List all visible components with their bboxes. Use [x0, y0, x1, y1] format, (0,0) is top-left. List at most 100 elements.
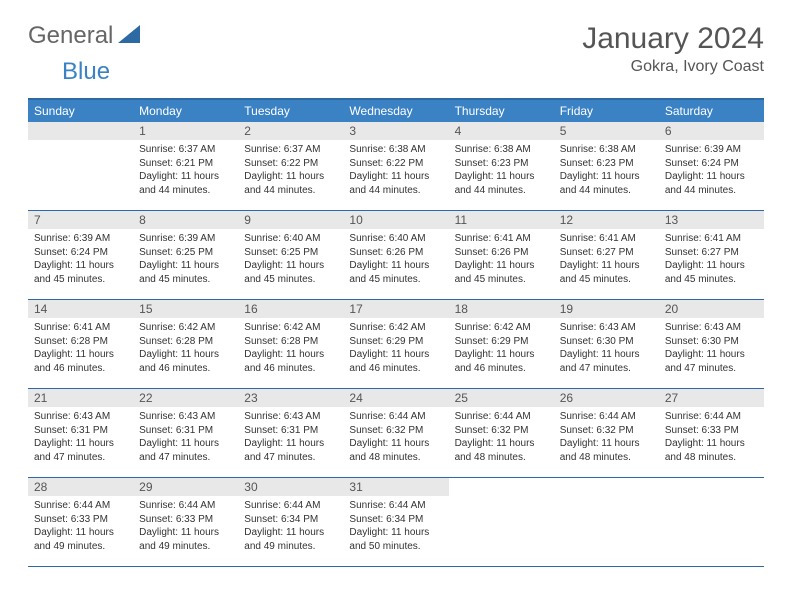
sunrise-text: Sunrise: 6:42 AM	[139, 321, 232, 335]
empty-day	[28, 122, 133, 140]
day-number: 17	[343, 300, 448, 318]
daylight-text: Daylight: 11 hours and 46 minutes.	[34, 348, 127, 375]
day-cell	[659, 478, 764, 566]
daylight-text: Daylight: 11 hours and 45 minutes.	[560, 259, 653, 286]
logo-text-blue: Blue	[62, 58, 110, 85]
day-number: 27	[659, 389, 764, 407]
sunrise-text: Sunrise: 6:39 AM	[139, 232, 232, 246]
sunrise-text: Sunrise: 6:44 AM	[455, 410, 548, 424]
sunset-text: Sunset: 6:30 PM	[665, 335, 758, 349]
day-cell: 12Sunrise: 6:41 AMSunset: 6:27 PMDayligh…	[554, 211, 659, 299]
day-cell: 3Sunrise: 6:38 AMSunset: 6:22 PMDaylight…	[343, 122, 448, 210]
day-cell: 30Sunrise: 6:44 AMSunset: 6:34 PMDayligh…	[238, 478, 343, 566]
day-number: 26	[554, 389, 659, 407]
sunset-text: Sunset: 6:26 PM	[455, 246, 548, 260]
day-number: 6	[659, 122, 764, 140]
day-cell: 27Sunrise: 6:44 AMSunset: 6:33 PMDayligh…	[659, 389, 764, 477]
daylight-text: Daylight: 11 hours and 48 minutes.	[560, 437, 653, 464]
day-number: 12	[554, 211, 659, 229]
day-body: Sunrise: 6:38 AMSunset: 6:22 PMDaylight:…	[343, 140, 448, 201]
daylight-text: Daylight: 11 hours and 46 minutes.	[455, 348, 548, 375]
day-body: Sunrise: 6:39 AMSunset: 6:24 PMDaylight:…	[28, 229, 133, 290]
weekday-header: Saturday	[659, 100, 764, 122]
weekday-header: Monday	[133, 100, 238, 122]
sunrise-text: Sunrise: 6:44 AM	[139, 499, 232, 513]
day-number: 3	[343, 122, 448, 140]
daylight-text: Daylight: 11 hours and 44 minutes.	[560, 170, 653, 197]
day-number: 14	[28, 300, 133, 318]
day-body: Sunrise: 6:39 AMSunset: 6:25 PMDaylight:…	[133, 229, 238, 290]
sunset-text: Sunset: 6:29 PM	[349, 335, 442, 349]
sunset-text: Sunset: 6:27 PM	[560, 246, 653, 260]
sunrise-text: Sunrise: 6:41 AM	[455, 232, 548, 246]
daylight-text: Daylight: 11 hours and 44 minutes.	[455, 170, 548, 197]
sunrise-text: Sunrise: 6:44 AM	[34, 499, 127, 513]
sunset-text: Sunset: 6:21 PM	[139, 157, 232, 171]
empty-day	[659, 478, 764, 496]
sunrise-text: Sunrise: 6:43 AM	[560, 321, 653, 335]
sunrise-text: Sunrise: 6:42 AM	[349, 321, 442, 335]
weekday-header: Friday	[554, 100, 659, 122]
sunrise-text: Sunrise: 6:41 AM	[665, 232, 758, 246]
day-body: Sunrise: 6:44 AMSunset: 6:32 PMDaylight:…	[449, 407, 554, 468]
day-body: Sunrise: 6:39 AMSunset: 6:24 PMDaylight:…	[659, 140, 764, 201]
day-number: 7	[28, 211, 133, 229]
day-body: Sunrise: 6:44 AMSunset: 6:34 PMDaylight:…	[238, 496, 343, 557]
day-cell: 22Sunrise: 6:43 AMSunset: 6:31 PMDayligh…	[133, 389, 238, 477]
day-number: 30	[238, 478, 343, 496]
day-number: 1	[133, 122, 238, 140]
daylight-text: Daylight: 11 hours and 46 minutes.	[244, 348, 337, 375]
day-cell: 7Sunrise: 6:39 AMSunset: 6:24 PMDaylight…	[28, 211, 133, 299]
week-row: 7Sunrise: 6:39 AMSunset: 6:24 PMDaylight…	[28, 211, 764, 300]
day-number: 19	[554, 300, 659, 318]
day-body: Sunrise: 6:44 AMSunset: 6:34 PMDaylight:…	[343, 496, 448, 557]
day-number: 28	[28, 478, 133, 496]
sunset-text: Sunset: 6:31 PM	[244, 424, 337, 438]
sunrise-text: Sunrise: 6:44 AM	[349, 499, 442, 513]
day-cell: 4Sunrise: 6:38 AMSunset: 6:23 PMDaylight…	[449, 122, 554, 210]
day-number: 2	[238, 122, 343, 140]
daylight-text: Daylight: 11 hours and 44 minutes.	[244, 170, 337, 197]
daylight-text: Daylight: 11 hours and 45 minutes.	[139, 259, 232, 286]
day-number: 8	[133, 211, 238, 229]
day-number: 20	[659, 300, 764, 318]
sunrise-text: Sunrise: 6:40 AM	[244, 232, 337, 246]
sunset-text: Sunset: 6:31 PM	[34, 424, 127, 438]
daylight-text: Daylight: 11 hours and 45 minutes.	[34, 259, 127, 286]
sunrise-text: Sunrise: 6:38 AM	[455, 143, 548, 157]
daylight-text: Daylight: 11 hours and 47 minutes.	[665, 348, 758, 375]
day-cell: 16Sunrise: 6:42 AMSunset: 6:28 PMDayligh…	[238, 300, 343, 388]
weekday-header: Tuesday	[238, 100, 343, 122]
sunrise-text: Sunrise: 6:38 AM	[560, 143, 653, 157]
day-cell: 26Sunrise: 6:44 AMSunset: 6:32 PMDayligh…	[554, 389, 659, 477]
sunset-text: Sunset: 6:27 PM	[665, 246, 758, 260]
day-cell	[554, 478, 659, 566]
sunrise-text: Sunrise: 6:37 AM	[139, 143, 232, 157]
day-cell: 18Sunrise: 6:42 AMSunset: 6:29 PMDayligh…	[449, 300, 554, 388]
day-cell: 13Sunrise: 6:41 AMSunset: 6:27 PMDayligh…	[659, 211, 764, 299]
week-row: 21Sunrise: 6:43 AMSunset: 6:31 PMDayligh…	[28, 389, 764, 478]
day-cell: 23Sunrise: 6:43 AMSunset: 6:31 PMDayligh…	[238, 389, 343, 477]
daylight-text: Daylight: 11 hours and 44 minutes.	[349, 170, 442, 197]
sunset-text: Sunset: 6:24 PM	[665, 157, 758, 171]
day-body: Sunrise: 6:38 AMSunset: 6:23 PMDaylight:…	[449, 140, 554, 201]
day-cell: 17Sunrise: 6:42 AMSunset: 6:29 PMDayligh…	[343, 300, 448, 388]
day-cell: 10Sunrise: 6:40 AMSunset: 6:26 PMDayligh…	[343, 211, 448, 299]
day-number: 18	[449, 300, 554, 318]
calendar: Sunday Monday Tuesday Wednesday Thursday…	[28, 98, 764, 567]
daylight-text: Daylight: 11 hours and 47 minutes.	[34, 437, 127, 464]
day-cell	[28, 122, 133, 210]
day-cell: 19Sunrise: 6:43 AMSunset: 6:30 PMDayligh…	[554, 300, 659, 388]
sunset-text: Sunset: 6:23 PM	[560, 157, 653, 171]
sunrise-text: Sunrise: 6:43 AM	[34, 410, 127, 424]
day-cell: 25Sunrise: 6:44 AMSunset: 6:32 PMDayligh…	[449, 389, 554, 477]
daylight-text: Daylight: 11 hours and 48 minutes.	[665, 437, 758, 464]
day-cell: 28Sunrise: 6:44 AMSunset: 6:33 PMDayligh…	[28, 478, 133, 566]
day-body: Sunrise: 6:41 AMSunset: 6:27 PMDaylight:…	[554, 229, 659, 290]
daylight-text: Daylight: 11 hours and 48 minutes.	[349, 437, 442, 464]
sunset-text: Sunset: 6:28 PM	[139, 335, 232, 349]
logo-text-general: General	[28, 22, 113, 50]
sunrise-text: Sunrise: 6:41 AM	[34, 321, 127, 335]
day-cell: 15Sunrise: 6:42 AMSunset: 6:28 PMDayligh…	[133, 300, 238, 388]
day-body: Sunrise: 6:40 AMSunset: 6:26 PMDaylight:…	[343, 229, 448, 290]
